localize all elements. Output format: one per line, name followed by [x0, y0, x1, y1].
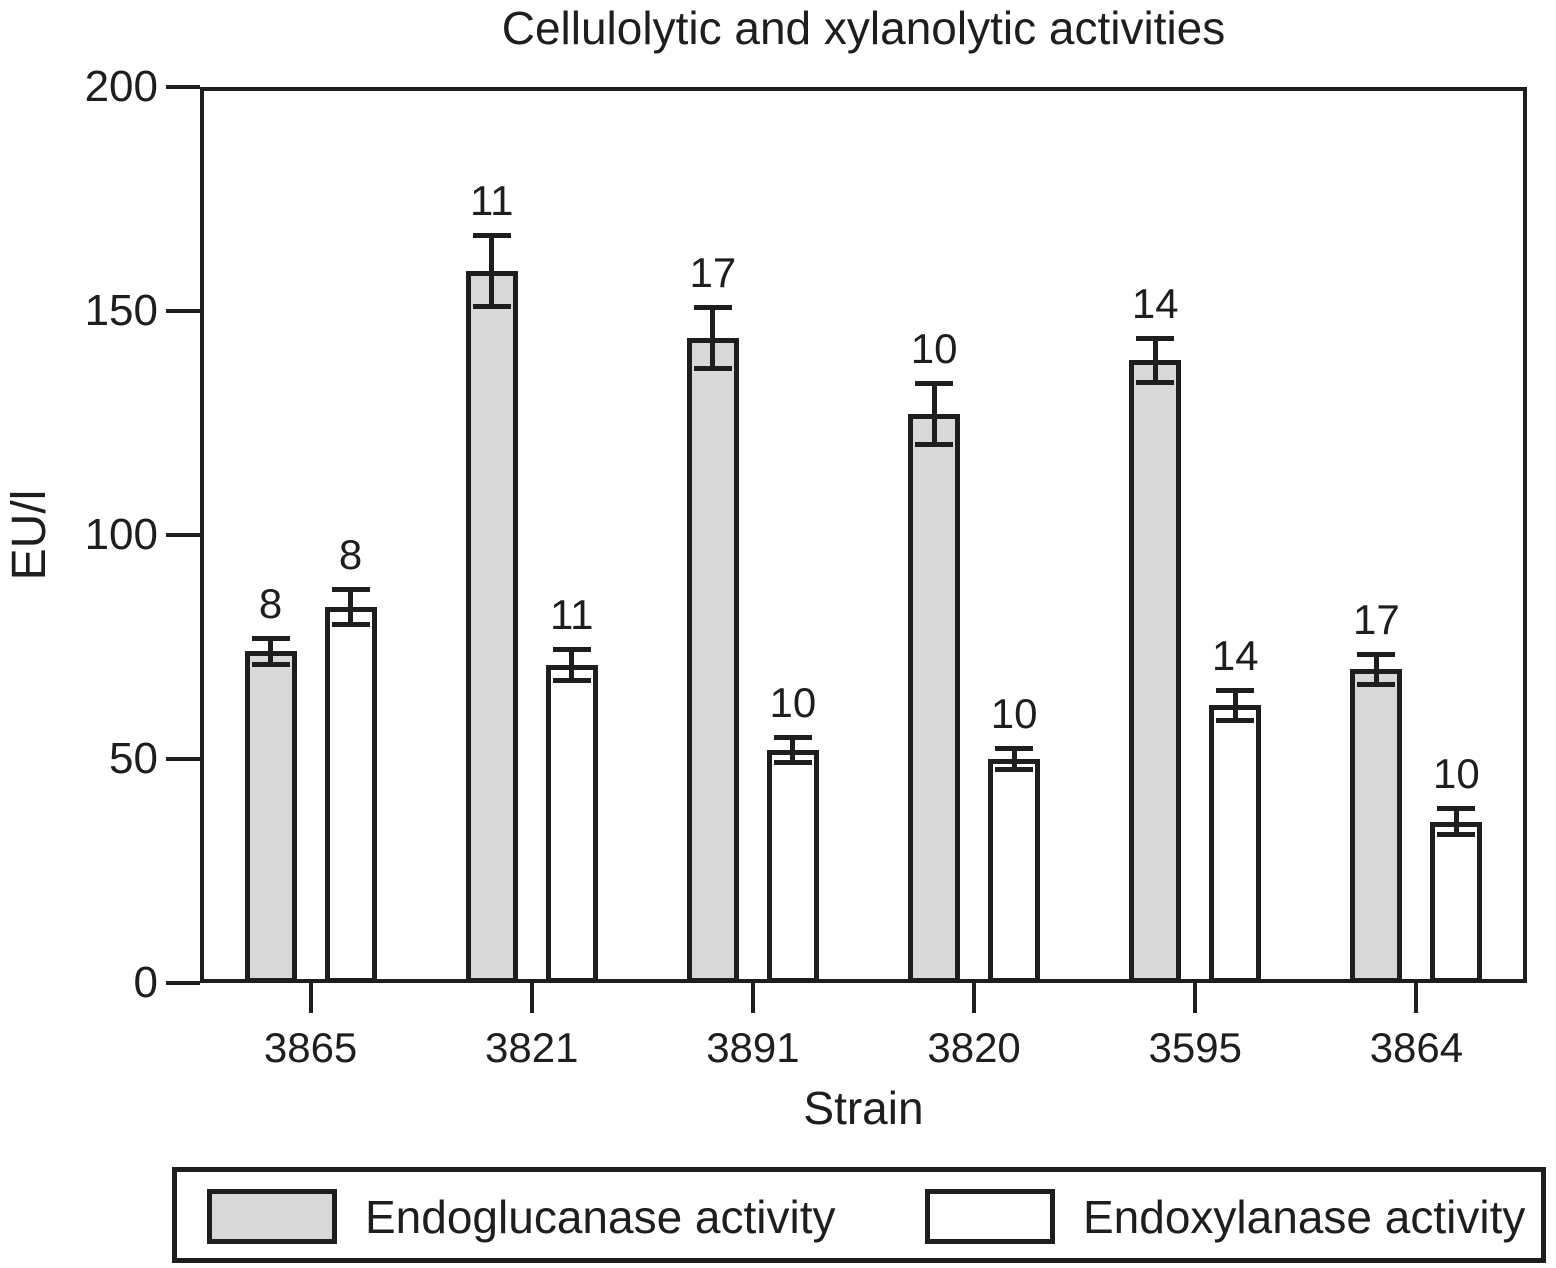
bar-endoxylanase-3820 [988, 759, 1041, 983]
bar-endoxylanase-3595 [1209, 705, 1262, 983]
legend-label-endoxylanase: Endoxylanase activity [1083, 1191, 1526, 1243]
error-bar-endoglucanase-3891 [710, 306, 716, 370]
bar-endoglucanase-3891 [686, 337, 739, 983]
error-cap-top [472, 232, 511, 238]
y-axis-tick [166, 981, 200, 985]
y-tick-label: 200 [84, 62, 158, 111]
bar-endoxylanase-3864 [1430, 821, 1483, 983]
error-cap-bottom [331, 621, 370, 627]
error-cap-top [1357, 651, 1396, 657]
error-cap-bottom [995, 767, 1034, 773]
bar-count-label-endoglucanase-3865: 8 [258, 580, 283, 628]
error-cap-top [1136, 335, 1175, 341]
x-axis-tick [750, 983, 755, 1013]
chart-title: Cellulolytic and xylanolytic activities [501, 2, 1226, 54]
error-cap-top [552, 647, 591, 653]
y-tick-label: 150 [84, 286, 158, 335]
error-cap-top [773, 734, 812, 740]
bar-endoxylanase-3821 [545, 664, 598, 983]
x-tick-label: 3820 [927, 1024, 1021, 1071]
bar-count-label-endoxylanase-3891: 10 [769, 678, 817, 726]
error-cap-bottom [472, 303, 511, 309]
x-tick-label: 3891 [706, 1024, 800, 1071]
bar-endoglucanase-3864 [1350, 669, 1403, 983]
error-cap-bottom [1437, 832, 1476, 838]
plot-frame [200, 87, 1527, 983]
error-cap-top [995, 745, 1034, 751]
error-bar-endoglucanase-3821 [489, 234, 495, 307]
error-cap-bottom [693, 366, 732, 372]
bar-endoglucanase-3865 [244, 651, 297, 983]
error-cap-bottom [1216, 717, 1255, 723]
x-axis-tick [1414, 983, 1419, 1013]
legend-label-endoglucanase: Endoglucanase activity [365, 1191, 836, 1243]
error-cap-bottom [552, 677, 591, 683]
y-tick-label: 50 [109, 734, 158, 783]
error-bar-endoglucanase-3595 [1152, 337, 1158, 383]
error-cap-bottom [773, 760, 812, 766]
bar-endoxylanase-3865 [324, 606, 377, 983]
error-cap-top [331, 586, 370, 592]
error-cap-bottom [1357, 682, 1396, 688]
bar-count-label-endoxylanase-3864: 10 [1433, 750, 1480, 798]
error-bar-endoxylanase-3865 [348, 588, 354, 625]
error-bar-endoglucanase-3864 [1373, 653, 1379, 686]
bar-count-label-endoglucanase-3891: 17 [689, 248, 737, 296]
error-bar-endoxylanase-3820 [1011, 747, 1017, 771]
bar-count-label-endoxylanase-3821: 11 [549, 591, 594, 639]
x-tick-label: 3821 [485, 1024, 579, 1071]
bar-count-label-endoglucanase-3595: 14 [1131, 279, 1179, 327]
x-tick-label: 3864 [1369, 1024, 1464, 1071]
y-tick-label: 100 [84, 510, 158, 559]
error-bar-endoxylanase-3891 [790, 736, 796, 764]
bar-endoxylanase-3891 [766, 750, 819, 983]
legend-swatch-endoglucanase [207, 1189, 337, 1244]
error-cap-top [915, 380, 954, 386]
x-axis-tick [1193, 983, 1198, 1013]
x-tick-label: 3595 [1148, 1024, 1242, 1071]
x-axis-tick [972, 983, 977, 1013]
x-tick-label: 3865 [263, 1024, 358, 1071]
legend-swatch-endoxylanase [925, 1189, 1055, 1244]
error-cap-top [1437, 806, 1476, 812]
error-bar-endoglucanase-3820 [931, 382, 937, 446]
bar-count-label-endoxylanase-3595: 14 [1211, 631, 1259, 679]
error-bar-endoxylanase-3864 [1453, 808, 1459, 836]
y-tick-label: 0 [133, 958, 158, 1007]
x-axis-tick [529, 983, 534, 1013]
bar-count-label-endoglucanase-3820: 10 [910, 324, 958, 372]
error-cap-top [693, 304, 732, 310]
error-bar-endoxylanase-3595 [1232, 689, 1238, 721]
error-bar-endoglucanase-3865 [268, 638, 274, 665]
bar-count-label-endoglucanase-3864: 17 [1353, 595, 1400, 643]
error-bar-endoxylanase-3821 [569, 649, 575, 681]
bar-count-label-endoxylanase-3865: 8 [338, 530, 363, 578]
error-cap-top [1216, 687, 1255, 693]
y-axis-tick [166, 85, 200, 89]
bar-endoglucanase-3820 [908, 414, 961, 983]
y-axis-tick [166, 309, 200, 313]
error-cap-bottom [1136, 379, 1175, 385]
bar-count-label-endoglucanase-3821: 11 [469, 176, 514, 224]
error-cap-bottom [915, 442, 954, 448]
error-cap-bottom [251, 661, 290, 667]
x-axis-tick [308, 983, 313, 1013]
bar-endoglucanase-3595 [1129, 360, 1182, 983]
y-axis-tick [166, 533, 200, 537]
x-axis-label: Strain [803, 1082, 924, 1134]
y-axis-tick [166, 757, 200, 761]
error-cap-top [251, 636, 290, 642]
legend: Endoglucanase activity Endoxylanase acti… [172, 1167, 1546, 1263]
bar-endoglucanase-3821 [465, 270, 518, 983]
bar-count-label-endoxylanase-3820: 10 [990, 689, 1038, 737]
